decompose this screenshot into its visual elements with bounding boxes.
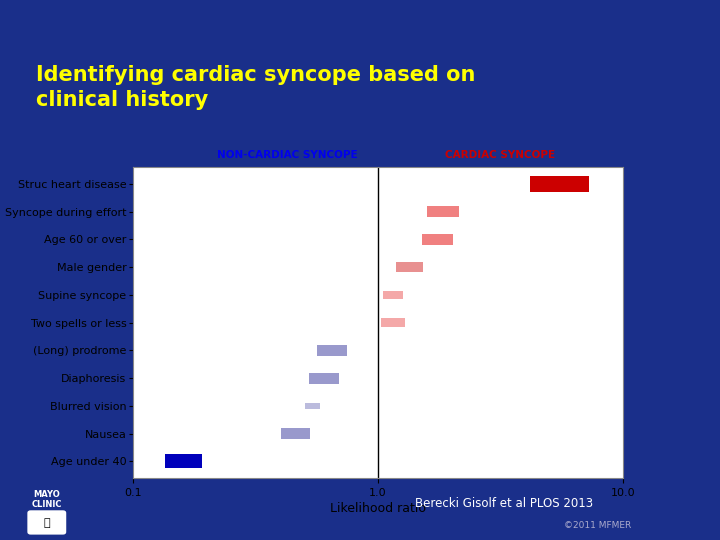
Text: Identifying cardiac syncope based on
clinical history: Identifying cardiac syncope based on cli…: [36, 65, 475, 110]
Bar: [281, 428, 310, 439]
Bar: [530, 176, 589, 192]
Text: MAYO: MAYO: [33, 490, 60, 498]
Bar: [422, 234, 454, 245]
Text: 🏥: 🏥: [43, 518, 50, 528]
Text: ©2011 MFMER: ©2011 MFMER: [564, 521, 631, 530]
Bar: [305, 403, 320, 409]
Bar: [308, 373, 339, 383]
FancyBboxPatch shape: [27, 510, 66, 535]
Bar: [397, 262, 423, 272]
Bar: [165, 454, 202, 468]
Bar: [317, 345, 347, 356]
Text: CLINIC: CLINIC: [32, 501, 62, 509]
Bar: [428, 206, 459, 217]
Text: CARDIAC SYNCOPE: CARDIAC SYNCOPE: [446, 150, 555, 160]
Text: Berecki Gisolf et al PLOS 2013: Berecki Gisolf et al PLOS 2013: [415, 497, 593, 510]
X-axis label: Likelihood ratio: Likelihood ratio: [330, 502, 426, 515]
Bar: [382, 291, 403, 299]
Bar: [381, 318, 405, 327]
Text: NON-CARDIAC SYNCOPE: NON-CARDIAC SYNCOPE: [217, 150, 358, 160]
